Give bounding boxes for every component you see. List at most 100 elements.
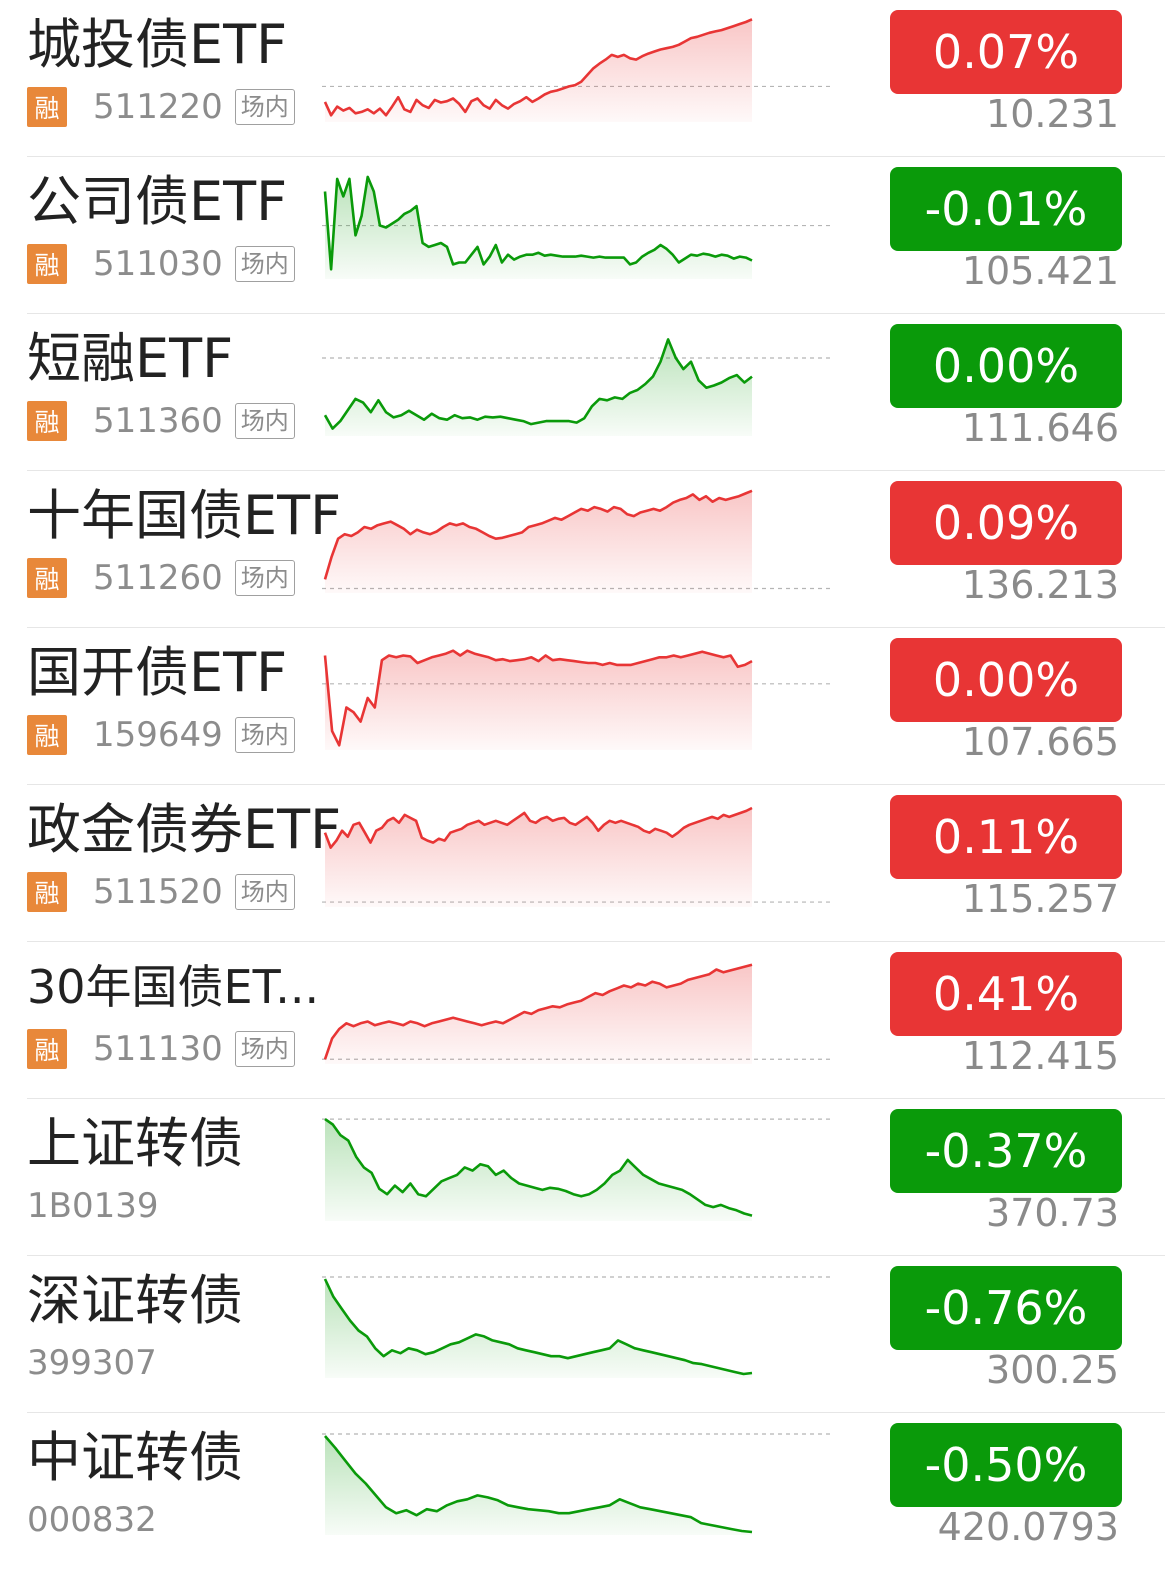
intraday-sparkline bbox=[322, 175, 832, 279]
change-percent-badge[interactable]: 0.11% bbox=[890, 795, 1122, 879]
security-meta: 融 511260 场内 bbox=[27, 558, 295, 598]
last-price: 370.73 bbox=[986, 1191, 1119, 1235]
margin-badge: 融 bbox=[27, 558, 67, 598]
security-code: 511260 bbox=[93, 558, 223, 598]
change-percent-badge[interactable]: 0.09% bbox=[890, 481, 1122, 565]
sparkline-area bbox=[325, 19, 752, 122]
security-name: 上证转债 bbox=[27, 1112, 243, 1175]
change-percent-badge[interactable]: 0.07% bbox=[890, 10, 1122, 94]
security-meta: 融 511030 场内 bbox=[27, 244, 295, 284]
intraday-sparkline bbox=[322, 806, 832, 907]
last-price: 136.213 bbox=[961, 563, 1119, 607]
security-name: 政金债券ETF bbox=[27, 798, 342, 861]
last-price: 105.421 bbox=[961, 249, 1119, 293]
intraday-sparkline bbox=[322, 489, 832, 593]
last-price: 300.25 bbox=[986, 1348, 1119, 1392]
last-price: 111.646 bbox=[961, 406, 1119, 450]
security-meta: 融 511520 场内 bbox=[27, 872, 295, 912]
security-meta: 融 511130 场内 bbox=[27, 1029, 295, 1069]
security-name: 中证转债 bbox=[27, 1426, 243, 1489]
intraday-sparkline bbox=[322, 18, 832, 122]
security-meta: 融 159649 场内 bbox=[27, 715, 295, 755]
last-price: 112.415 bbox=[961, 1034, 1119, 1078]
quote-row[interactable]: 国开债ETF 融 159649 场内 0.00% 107.665 bbox=[27, 628, 1165, 785]
security-name: 深证转债 bbox=[27, 1269, 243, 1332]
change-percent-badge[interactable]: 0.00% bbox=[890, 324, 1122, 408]
exchange-traded-tag: 场内 bbox=[234, 246, 295, 282]
sparkline-area bbox=[325, 339, 752, 436]
quote-row[interactable]: 公司债ETF 融 511030 场内 -0.01% 105.421 bbox=[27, 157, 1165, 314]
margin-badge: 融 bbox=[27, 244, 67, 284]
sparkline-line bbox=[324, 1435, 753, 1534]
sparkline-area bbox=[325, 1279, 752, 1378]
security-meta: 000832 bbox=[27, 1500, 157, 1540]
last-price: 10.231 bbox=[986, 92, 1119, 136]
sparkline-area bbox=[325, 808, 752, 907]
security-code: 511220 bbox=[93, 87, 223, 127]
exchange-traded-tag: 场内 bbox=[234, 403, 295, 439]
change-percent-badge[interactable]: -0.50% bbox=[890, 1423, 1122, 1507]
change-percent-badge[interactable]: -0.01% bbox=[890, 167, 1122, 251]
sparkline-area bbox=[325, 650, 752, 750]
security-code: 511030 bbox=[93, 244, 223, 284]
security-name: 十年国债ETF bbox=[27, 484, 342, 547]
exchange-traded-tag: 场内 bbox=[234, 874, 295, 910]
security-code: 511520 bbox=[93, 872, 223, 912]
exchange-traded-tag: 场内 bbox=[234, 89, 295, 125]
intraday-sparkline bbox=[322, 1433, 832, 1535]
quote-row[interactable]: 短融ETF 融 511360 场内 0.00% 111.646 bbox=[27, 314, 1165, 471]
sparkline-line bbox=[323, 963, 753, 1060]
security-code: 511130 bbox=[93, 1029, 223, 1069]
security-name: 公司债ETF bbox=[27, 170, 288, 233]
last-price: 107.665 bbox=[961, 720, 1119, 764]
exchange-traded-tag: 场内 bbox=[234, 717, 295, 753]
security-meta: 1B0139 bbox=[27, 1186, 158, 1226]
intraday-sparkline bbox=[322, 1276, 832, 1378]
sparkline-area bbox=[325, 1436, 752, 1535]
quote-row[interactable]: 中证转债 000832 -0.50% 420.0793 bbox=[27, 1413, 1165, 1570]
security-name: 城投债ETF bbox=[27, 13, 288, 76]
security-name: 30年国债ET... bbox=[27, 960, 320, 1014]
quote-row[interactable]: 30年国债ET... 融 511130 场内 0.41% 112.415 bbox=[27, 942, 1165, 1099]
change-percent-badge[interactable]: 0.41% bbox=[890, 952, 1122, 1036]
sparkline-line bbox=[323, 175, 753, 271]
security-code: 399307 bbox=[27, 1343, 157, 1383]
margin-badge: 融 bbox=[27, 715, 67, 755]
sparkline-line bbox=[324, 1118, 753, 1217]
quote-row[interactable]: 城投债ETF 融 511220 场内 0.07% 10.231 bbox=[27, 0, 1165, 157]
margin-badge: 融 bbox=[27, 87, 67, 127]
security-meta: 融 511360 场内 bbox=[27, 401, 295, 441]
security-code: 159649 bbox=[93, 715, 223, 755]
security-name: 短融ETF bbox=[27, 327, 234, 390]
exchange-traded-tag: 场内 bbox=[234, 1031, 295, 1067]
change-percent-badge[interactable]: -0.76% bbox=[890, 1266, 1122, 1350]
security-code: 511360 bbox=[93, 401, 223, 441]
exchange-traded-tag: 场内 bbox=[234, 560, 295, 596]
sparkline-line bbox=[323, 806, 753, 849]
last-price: 115.257 bbox=[961, 877, 1119, 921]
change-percent-badge[interactable]: 0.00% bbox=[890, 638, 1122, 722]
sparkline-area bbox=[325, 1119, 752, 1221]
quote-row[interactable]: 政金债券ETF 融 511520 场内 0.11% 115.257 bbox=[27, 785, 1165, 942]
security-meta: 融 511220 场内 bbox=[27, 87, 295, 127]
quote-row[interactable]: 深证转债 399307 -0.76% 300.25 bbox=[27, 1256, 1165, 1413]
intraday-sparkline bbox=[322, 963, 832, 1064]
sparkline-line bbox=[323, 489, 753, 580]
security-code: 000832 bbox=[27, 1500, 157, 1540]
sparkline-line bbox=[323, 338, 753, 430]
sparkline-line bbox=[323, 18, 753, 117]
margin-badge: 融 bbox=[27, 872, 67, 912]
intraday-sparkline bbox=[322, 649, 832, 750]
margin-badge: 融 bbox=[27, 401, 67, 441]
security-name: 国开债ETF bbox=[27, 641, 288, 704]
quote-row[interactable]: 十年国债ETF 融 511260 场内 0.09% 136.213 bbox=[27, 471, 1165, 628]
sparkline-area bbox=[325, 964, 752, 1064]
sparkline-line bbox=[323, 1278, 753, 1376]
security-code: 1B0139 bbox=[27, 1186, 159, 1226]
change-percent-badge[interactable]: -0.37% bbox=[890, 1109, 1122, 1193]
security-meta: 399307 bbox=[27, 1343, 157, 1383]
sparkline-area bbox=[325, 490, 752, 593]
sparkline-line bbox=[323, 649, 753, 747]
quote-row[interactable]: 上证转债 1B0139 -0.37% 370.73 bbox=[27, 1099, 1165, 1256]
